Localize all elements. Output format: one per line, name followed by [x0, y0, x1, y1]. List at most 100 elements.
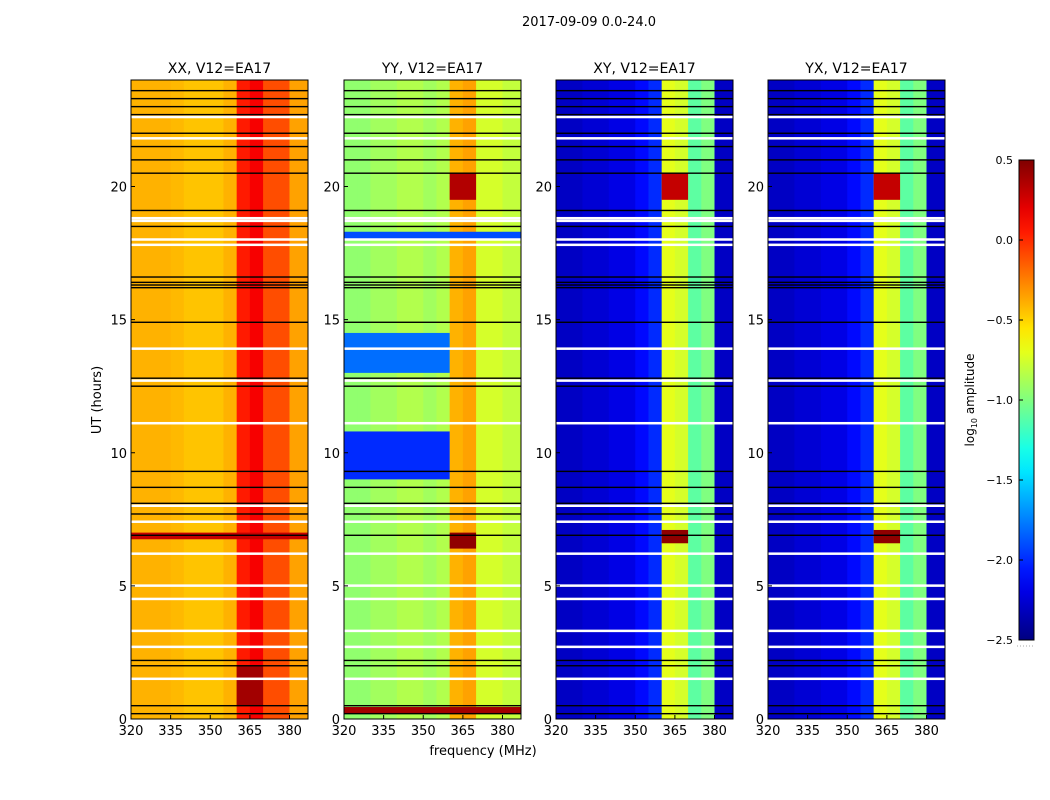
- heatmap-cell: [410, 80, 424, 719]
- flagged-row-white: [556, 552, 733, 555]
- x-tick-label: 365: [662, 724, 687, 739]
- flagged-row-white: [556, 115, 733, 119]
- heatmap-cell: [913, 80, 928, 719]
- flagged-row-white: [344, 520, 521, 523]
- y-tick-label: 0: [119, 713, 127, 728]
- flagged-row-black: [768, 225, 945, 228]
- flagged-row-black: [344, 659, 521, 662]
- heatmap-band: [873, 529, 901, 544]
- flagged-row-white: [556, 584, 733, 587]
- flagged-row-black: [768, 159, 945, 161]
- flagged-row-black: [131, 377, 308, 379]
- flagged-row-white: [768, 216, 945, 220]
- flagged-row-white: [131, 243, 308, 247]
- flagged-row-black: [131, 132, 308, 134]
- flagged-row-white: [131, 421, 308, 425]
- heatmap-cell: [847, 80, 861, 719]
- flagged-row-black: [768, 209, 945, 212]
- flagged-row-black: [131, 284, 308, 286]
- flagged-row-white: [556, 347, 733, 350]
- panel-frame: [555, 79, 734, 720]
- flagged-row-black: [768, 276, 945, 278]
- flagged-row-black: [131, 513, 308, 515]
- flagged-row-black: [344, 534, 521, 536]
- flagged-row-white: [344, 421, 521, 425]
- x-tick-label: 320: [544, 724, 569, 739]
- flagged-row-black: [344, 321, 521, 323]
- heatmap-cell: [276, 80, 291, 719]
- heatmap-cell: [582, 80, 597, 719]
- flagged-row-black: [131, 113, 308, 116]
- colorbar-label: log10 amplitude: [963, 354, 979, 447]
- flagged-row-black: [556, 113, 733, 116]
- colorbar-tick-label: −0.5: [986, 314, 1013, 327]
- heatmap-cell: [489, 80, 504, 719]
- flagged-row-black: [768, 172, 945, 174]
- heatmap-cell: [357, 80, 371, 719]
- flagged-row-black: [131, 145, 308, 148]
- heatmap-cell: [608, 80, 623, 719]
- flagged-row-white: [344, 379, 521, 382]
- flagged-row-white: [344, 552, 521, 555]
- flagged-row-black: [344, 172, 521, 174]
- heatmap-cell: [688, 80, 702, 719]
- flagged-row-white: [131, 677, 308, 681]
- heatmap-cell: [249, 80, 264, 719]
- flagged-row-white: [131, 584, 308, 587]
- x-tick-label: 380: [914, 724, 939, 739]
- flagged-row-black: [131, 470, 308, 473]
- flagged-row-black: [344, 159, 521, 161]
- flagged-row-black: [344, 225, 521, 228]
- flagged-row-black: [344, 286, 521, 289]
- y-tick-label: 20: [110, 181, 127, 196]
- heatmap-band: [344, 707, 521, 714]
- flagged-row-black: [344, 712, 521, 715]
- heatmap-cell: [834, 80, 848, 719]
- flagged-row-white: [768, 379, 945, 382]
- flagged-row-white: [344, 504, 521, 507]
- x-axis-label: frequency (MHz): [429, 744, 536, 759]
- flagged-row-white: [768, 645, 945, 649]
- flagged-row-black: [131, 321, 308, 323]
- flagged-row-black: [768, 286, 945, 289]
- heatmap-cell: [768, 80, 782, 719]
- heatmap-band: [661, 173, 689, 200]
- colorbar-tick-label: 0.5: [996, 154, 1014, 167]
- panel-xx: XX, V12=EA17 320 335 350 365 380 0 5 10 15 20: [110, 61, 309, 739]
- colorbar-tick-label: −2.5: [986, 634, 1013, 647]
- flagged-row-black: [556, 321, 733, 323]
- flagged-row-black: [768, 281, 945, 284]
- flagged-row-black: [556, 159, 733, 161]
- flagged-row-white: [768, 552, 945, 555]
- flagged-row-white: [131, 552, 308, 555]
- flagged-row-black: [556, 225, 733, 228]
- flagged-row-black: [768, 704, 945, 707]
- flagged-row-black: [556, 665, 733, 667]
- heatmap-cell: [622, 80, 636, 719]
- flagged-row-black: [556, 105, 733, 108]
- flagged-row-black: [768, 665, 945, 667]
- heatmap-cell: [476, 80, 490, 719]
- flagged-row-white: [768, 504, 945, 507]
- heatmap-cell: [210, 80, 224, 719]
- heatmap-band: [344, 332, 450, 373]
- flagged-row-white: [556, 216, 733, 220]
- colorbar-tick-label: −1.5: [986, 474, 1013, 487]
- flagged-row-black: [556, 145, 733, 148]
- flagged-row-black: [556, 704, 733, 707]
- flagged-row-black: [131, 659, 308, 662]
- heatmap-cell: [223, 80, 238, 719]
- flagged-row-black: [131, 97, 308, 100]
- flagged-row-white: [344, 677, 521, 681]
- figure-title: 2017-09-09 0.0-24.0: [522, 15, 656, 30]
- x-tick-label: 380: [277, 724, 302, 739]
- flagged-row-black: [344, 276, 521, 278]
- flagged-row-black: [131, 502, 308, 505]
- flagged-row-black: [131, 712, 308, 715]
- flagged-row-black: [768, 97, 945, 100]
- flagged-row-black: [556, 712, 733, 715]
- flagged-row-white: [131, 504, 308, 507]
- flagged-row-black: [556, 385, 733, 387]
- heatmap-cell: [157, 80, 172, 719]
